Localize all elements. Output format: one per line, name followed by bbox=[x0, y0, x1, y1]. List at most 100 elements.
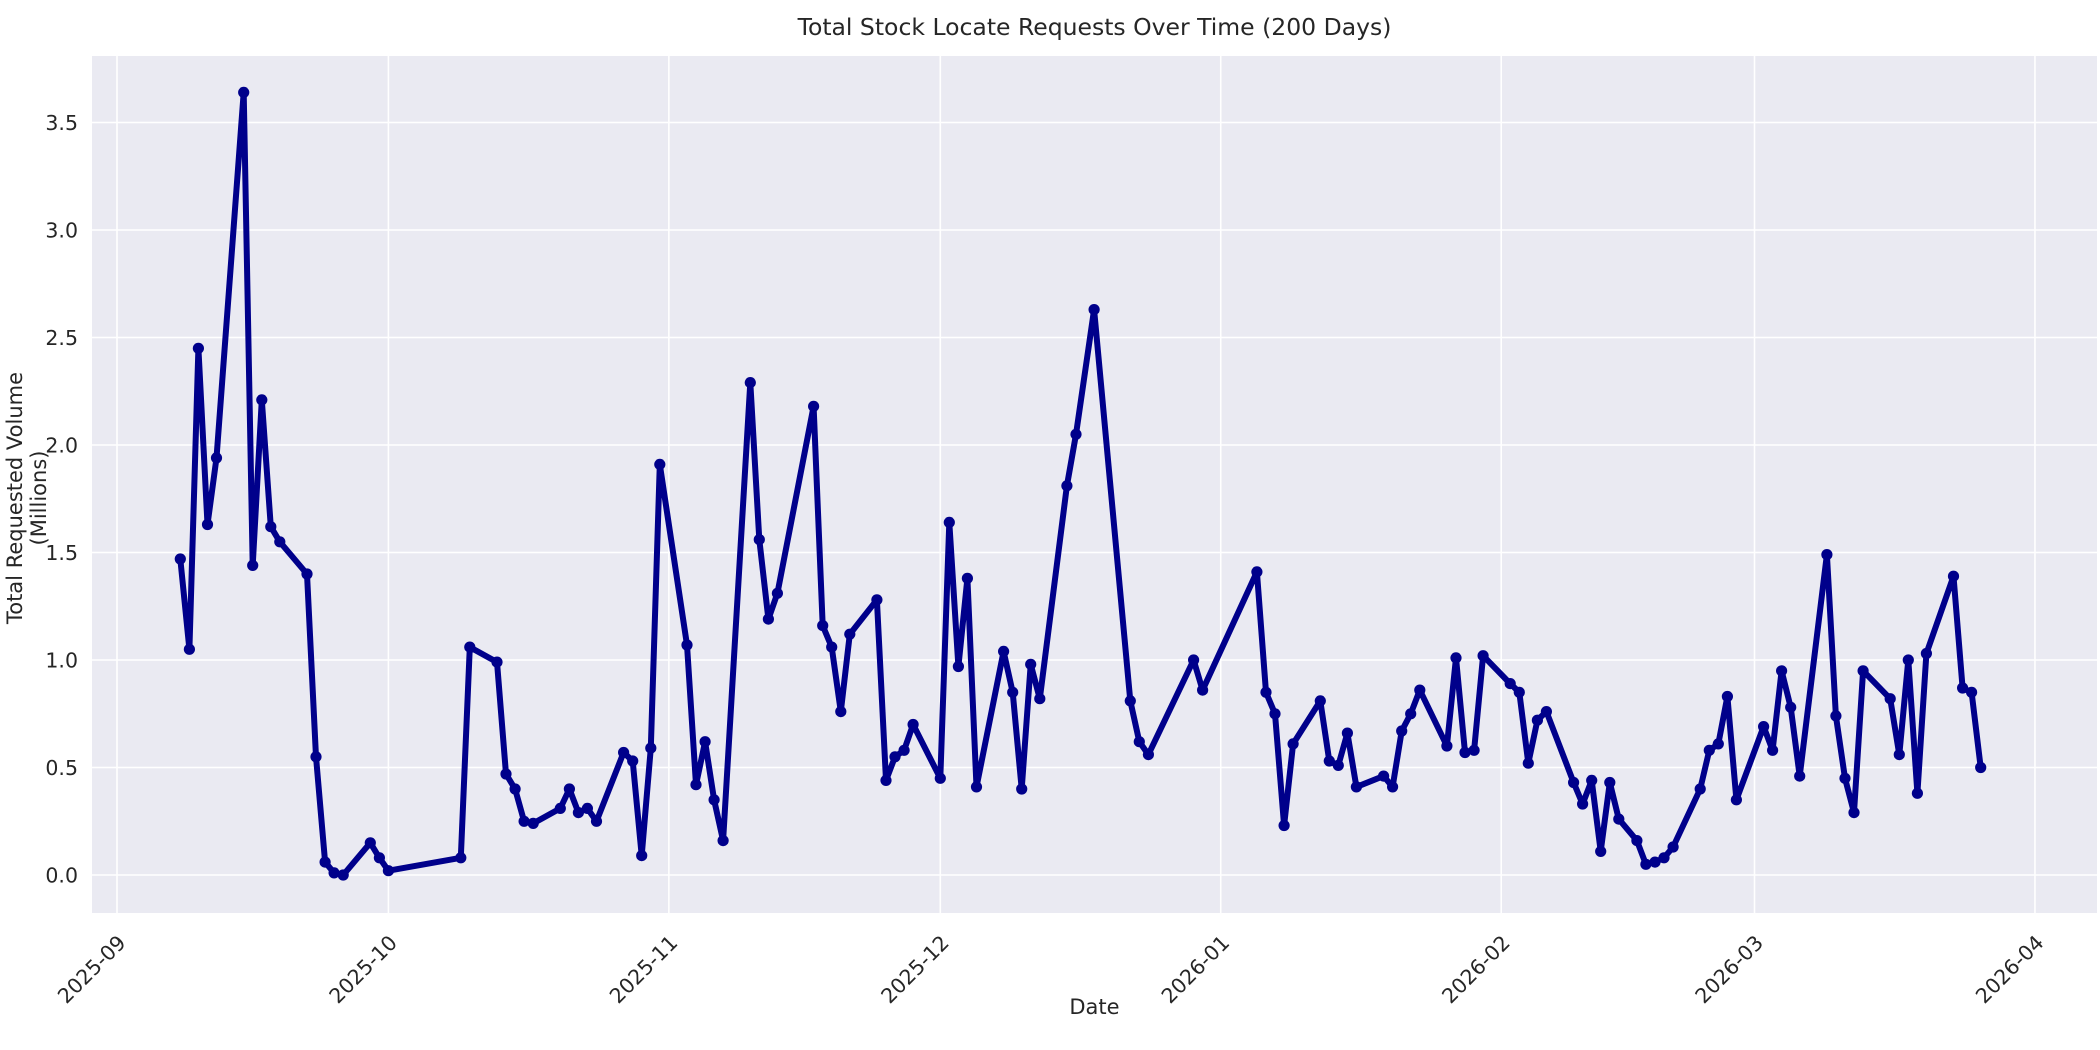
data-point-marker bbox=[1640, 858, 1652, 870]
data-point-marker bbox=[1975, 761, 1987, 774]
data-point-marker bbox=[563, 783, 576, 795]
data-point-marker bbox=[1694, 783, 1706, 795]
data-point-marker bbox=[1577, 798, 1589, 810]
data-point-marker bbox=[238, 86, 250, 98]
data-point-marker bbox=[500, 768, 512, 780]
data-point-marker bbox=[1595, 845, 1607, 858]
data-point-marker bbox=[1703, 744, 1715, 756]
data-point-marker bbox=[328, 867, 340, 879]
data-point-marker bbox=[1088, 304, 1100, 316]
data-point-marker bbox=[1893, 749, 1905, 761]
y-tick-label: 1.0 bbox=[45, 649, 78, 673]
data-point-marker bbox=[636, 850, 648, 862]
data-point-marker bbox=[717, 835, 729, 847]
data-point-marker bbox=[1785, 701, 1797, 713]
data-point-marker bbox=[681, 639, 693, 651]
data-point-marker bbox=[1007, 686, 1019, 698]
data-point-marker bbox=[1568, 776, 1580, 789]
plot-area bbox=[92, 56, 2097, 913]
data-point-marker bbox=[1396, 725, 1408, 737]
data-point-marker bbox=[1902, 654, 1914, 666]
data-point-marker bbox=[1794, 770, 1806, 782]
data-point-marker bbox=[1721, 690, 1733, 703]
data-point-marker bbox=[771, 587, 784, 599]
data-point-marker bbox=[455, 852, 467, 864]
data-point-marker bbox=[301, 568, 313, 580]
data-point-marker bbox=[762, 613, 775, 625]
data-point-marker bbox=[1857, 665, 1869, 677]
data-point-marker bbox=[708, 794, 720, 806]
data-point-marker bbox=[1839, 772, 1851, 784]
data-point-marker bbox=[1332, 759, 1344, 772]
data-point-marker bbox=[581, 802, 594, 815]
data-point-marker bbox=[1513, 686, 1525, 698]
y-tick-label: 2.0 bbox=[45, 434, 78, 458]
data-point-marker bbox=[1405, 708, 1417, 720]
data-point-marker bbox=[934, 772, 946, 784]
data-point-marker bbox=[192, 342, 204, 354]
data-point-marker bbox=[1649, 856, 1661, 868]
data-point-marker bbox=[1387, 781, 1399, 793]
data-point-marker bbox=[1522, 757, 1534, 769]
data-point-marker bbox=[1776, 665, 1788, 677]
data-point-marker bbox=[1821, 549, 1833, 561]
data-point-marker bbox=[699, 736, 711, 748]
data-point-marker bbox=[247, 559, 259, 572]
data-point-marker bbox=[590, 815, 603, 827]
data-point-marker bbox=[1848, 807, 1860, 819]
data-point-marker bbox=[265, 521, 277, 533]
data-point-marker bbox=[880, 774, 892, 787]
data-point-marker bbox=[1540, 706, 1552, 718]
data-point-marker bbox=[627, 755, 639, 767]
data-point-marker bbox=[527, 817, 539, 830]
data-point-marker bbox=[1667, 841, 1679, 853]
data-point-marker bbox=[1188, 654, 1200, 666]
data-point-marker bbox=[1341, 727, 1353, 739]
data-point-marker bbox=[1016, 783, 1028, 795]
data-point-marker bbox=[174, 553, 186, 565]
data-point-marker bbox=[1287, 738, 1299, 750]
data-point-marker bbox=[1966, 686, 1978, 698]
chart-title: Total Stock Locate Requests Over Time (2… bbox=[797, 13, 1392, 41]
data-point-marker bbox=[464, 641, 476, 653]
data-point-marker bbox=[1468, 744, 1480, 756]
data-point-marker bbox=[1712, 738, 1724, 750]
x-axis-label: Date bbox=[1069, 995, 1120, 1019]
data-point-marker bbox=[753, 534, 765, 546]
data-point-marker bbox=[1441, 740, 1453, 752]
data-point-marker bbox=[654, 458, 666, 470]
data-point-marker bbox=[1884, 693, 1896, 705]
data-point-marker bbox=[210, 452, 223, 464]
data-point-marker bbox=[1450, 652, 1462, 664]
data-point-marker bbox=[1504, 678, 1516, 690]
data-point-marker bbox=[907, 718, 919, 731]
data-point-marker bbox=[1767, 744, 1779, 756]
data-point-marker bbox=[1414, 684, 1426, 696]
y-axis-label: Total Requested Volume (Millions) bbox=[3, 371, 51, 625]
data-point-marker bbox=[491, 656, 503, 668]
y-tick-label: 1.5 bbox=[45, 541, 78, 565]
data-point-marker bbox=[1142, 749, 1154, 761]
data-point-marker bbox=[364, 837, 376, 849]
y-tick-label: 3.5 bbox=[45, 111, 78, 135]
data-point-marker bbox=[1911, 787, 1923, 799]
y-tick-label: 3.0 bbox=[45, 219, 78, 243]
data-point-marker bbox=[319, 856, 331, 868]
data-point-marker bbox=[1586, 774, 1598, 787]
data-point-marker bbox=[943, 516, 955, 529]
data-point-marker bbox=[1604, 776, 1616, 789]
data-point-marker bbox=[1269, 708, 1281, 720]
data-point-marker bbox=[509, 783, 521, 795]
data-point-marker bbox=[898, 744, 910, 756]
data-point-marker bbox=[998, 645, 1010, 658]
data-point-marker bbox=[618, 746, 630, 759]
data-point-marker bbox=[1531, 714, 1543, 726]
data-point-marker bbox=[310, 751, 322, 763]
data-point-marker bbox=[554, 802, 566, 815]
data-point-marker bbox=[835, 706, 847, 718]
data-point-marker bbox=[1758, 721, 1770, 733]
data-point-marker bbox=[1920, 647, 1932, 660]
data-point-marker bbox=[1730, 794, 1742, 806]
